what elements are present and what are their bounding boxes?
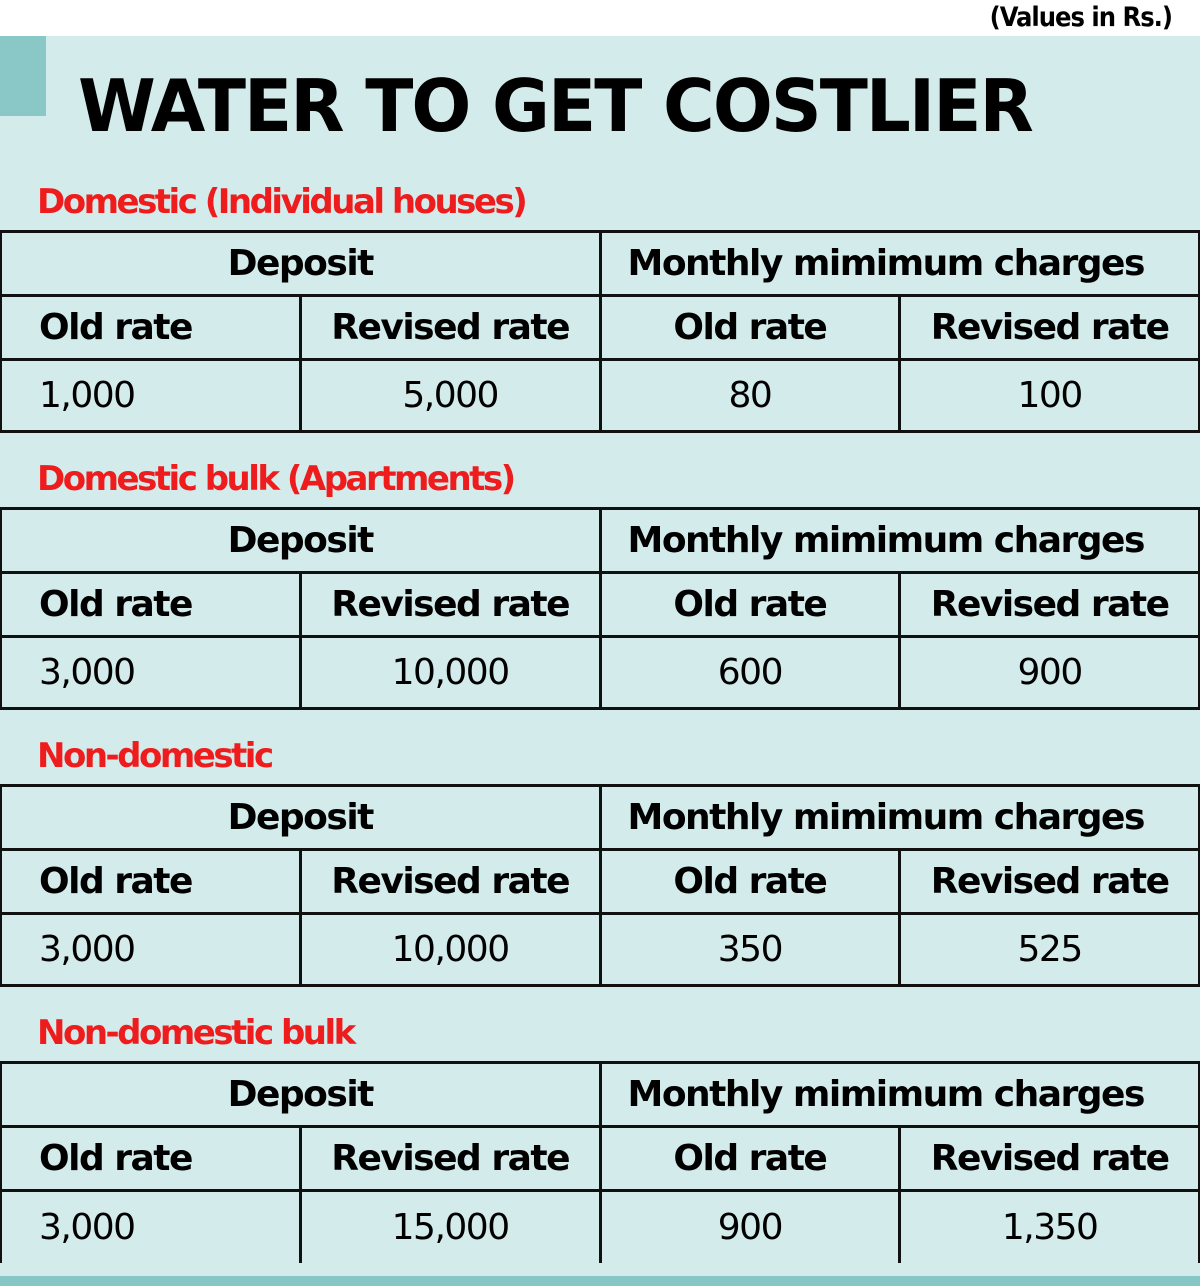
- revised-rate-header: Revised rate: [298, 1125, 602, 1192]
- monthly-revised-value: 525: [898, 912, 1200, 987]
- deposit-old-value: 3,000: [0, 635, 302, 710]
- revised-rate-header: Revised rate: [898, 294, 1200, 361]
- section-non-domestic-bulk: Non-domestic bulk Deposit Monthly mimimu…: [0, 1005, 1200, 1263]
- old-rate-header: Old rate: [598, 571, 902, 638]
- old-rate-header: Old rate: [598, 294, 902, 361]
- section-domestic: Domestic (Individual houses) Deposit Mon…: [0, 174, 1200, 433]
- deposit-header: Deposit: [0, 784, 602, 851]
- rates-table: Deposit Monthly mimimum charges Old rate…: [0, 507, 1200, 710]
- revised-rate-header: Revised rate: [298, 848, 602, 915]
- monthly-revised-value: 900: [898, 635, 1200, 710]
- old-rate-header: Old rate: [598, 848, 902, 915]
- rates-table: Deposit Monthly mimimum charges Old rate…: [0, 230, 1200, 433]
- section-label: Domestic bulk (Apartments): [37, 459, 516, 499]
- revised-rate-header: Revised rate: [898, 1125, 1200, 1192]
- deposit-old-value: 3,000: [0, 1189, 302, 1263]
- deposit-revised-value: 15,000: [298, 1189, 602, 1263]
- old-rate-header: Old rate: [0, 571, 302, 638]
- monthly-old-value: 900: [598, 1189, 902, 1263]
- monthly-old-value: 80: [598, 358, 902, 433]
- deposit-revised-value: 10,000: [298, 635, 602, 710]
- deposit-header: Deposit: [0, 230, 602, 297]
- section-label: Domestic (Individual houses): [37, 182, 528, 222]
- revised-rate-header: Revised rate: [898, 848, 1200, 915]
- revised-rate-header: Revised rate: [298, 571, 602, 638]
- monthly-revised-value: 100: [898, 358, 1200, 433]
- rates-table: Deposit Monthly mimimum charges Old rate…: [0, 1061, 1200, 1263]
- section-label: Non-domestic: [37, 736, 274, 776]
- units-note: (Values in Rs.): [989, 2, 1173, 33]
- deposit-revised-value: 5,000: [298, 358, 602, 433]
- old-rate-header: Old rate: [0, 1125, 302, 1192]
- revised-rate-header: Revised rate: [898, 571, 1200, 638]
- rates-table: Deposit Monthly mimimum charges Old rate…: [0, 784, 1200, 987]
- monthly-old-value: 350: [598, 912, 902, 987]
- monthly-revised-value: 1,350: [898, 1189, 1200, 1263]
- bottom-accent-bar: [0, 1276, 1200, 1286]
- old-rate-header: Old rate: [0, 848, 302, 915]
- monthly-charges-header: Monthly mimimum charges: [598, 1061, 1200, 1128]
- deposit-revised-value: 10,000: [298, 912, 602, 987]
- old-rate-header: Old rate: [598, 1125, 902, 1192]
- section-domestic-bulk: Domestic bulk (Apartments) Deposit Month…: [0, 451, 1200, 710]
- monthly-charges-header: Monthly mimimum charges: [598, 230, 1200, 297]
- deposit-old-value: 1,000: [0, 358, 302, 433]
- accent-block: [0, 36, 46, 116]
- page-title: WATER TO GET COSTLIER: [78, 64, 1034, 148]
- section-label: Non-domestic bulk: [37, 1013, 356, 1053]
- monthly-charges-header: Monthly mimimum charges: [598, 784, 1200, 851]
- deposit-header: Deposit: [0, 507, 602, 574]
- deposit-old-value: 3,000: [0, 912, 302, 987]
- infographic-panel: WATER TO GET COSTLIER Domestic (Individu…: [0, 36, 1200, 1286]
- monthly-old-value: 600: [598, 635, 902, 710]
- old-rate-header: Old rate: [0, 294, 302, 361]
- monthly-charges-header: Monthly mimimum charges: [598, 507, 1200, 574]
- deposit-header: Deposit: [0, 1061, 602, 1128]
- revised-rate-header: Revised rate: [298, 294, 602, 361]
- section-non-domestic: Non-domestic Deposit Monthly mimimum cha…: [0, 728, 1200, 987]
